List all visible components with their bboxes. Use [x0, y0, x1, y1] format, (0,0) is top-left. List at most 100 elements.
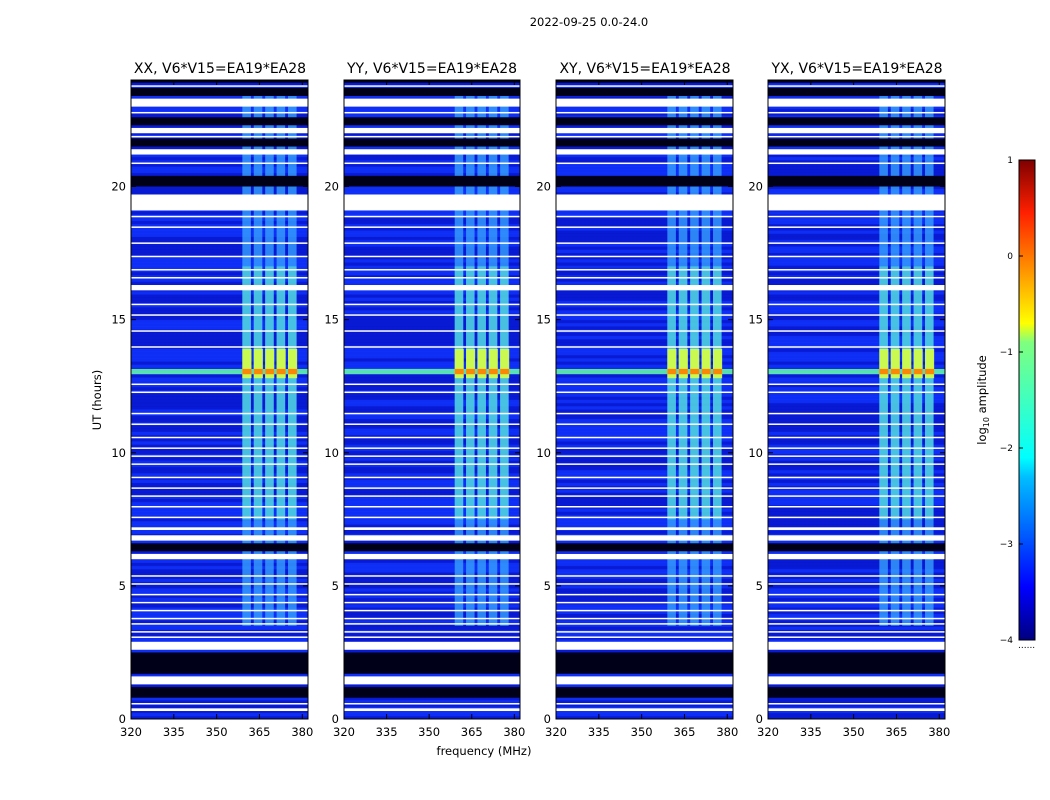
noise-row [131, 294, 308, 298]
noise-row [131, 185, 308, 190]
noise-row [344, 210, 520, 215]
noise-row [131, 674, 308, 678]
noise-row [344, 712, 520, 717]
noise-row [344, 441, 520, 445]
noise-row [768, 498, 945, 503]
noise-row [768, 236, 945, 241]
noise-row [768, 457, 945, 461]
noise-row [131, 265, 308, 270]
noise-row [768, 278, 945, 282]
noise-row [556, 220, 733, 225]
noise-row [344, 562, 520, 567]
noise-row [131, 706, 308, 710]
axes-frame-xx [130, 79, 309, 720]
noise-row [131, 479, 308, 484]
noise-row [131, 466, 308, 471]
noise-row [556, 492, 733, 496]
flag-line [768, 601, 945, 604]
x-tick-label: 350 [206, 725, 228, 739]
bright-emission [276, 348, 286, 379]
noise-row [344, 115, 520, 119]
noise-row [131, 588, 308, 592]
bright-emission [253, 348, 263, 379]
noise-row [131, 217, 308, 222]
noise-row [768, 575, 945, 579]
noise-row [768, 262, 945, 266]
noise-row [556, 108, 733, 113]
noise-row [556, 169, 733, 174]
noise-row [131, 594, 308, 599]
noise-row [344, 626, 520, 631]
y-tick-label: 20 [324, 180, 339, 194]
noise-row [768, 159, 945, 164]
flagged-dark [556, 138, 733, 147]
flag-line [768, 135, 945, 138]
peak-emission [253, 368, 263, 375]
noise-row [556, 466, 733, 471]
noise-row [768, 463, 945, 468]
noise-row [344, 603, 520, 608]
noise-row [131, 169, 308, 174]
noise-row [556, 166, 733, 170]
noise-row [768, 488, 945, 493]
peak-emission [925, 368, 935, 375]
noise-row [344, 463, 520, 468]
flag-line [556, 162, 733, 165]
x-tick-label: 380 [928, 725, 950, 739]
flag-line [556, 623, 733, 625]
flag-line [768, 383, 945, 386]
flag-line [344, 346, 520, 348]
noise-row [344, 402, 520, 407]
noise-row [131, 402, 308, 407]
flag-line [131, 423, 308, 425]
flagged-white [344, 194, 520, 211]
figure-title: 2022-09-25 0.0-24.0 [530, 15, 649, 29]
rfi-line [344, 368, 520, 375]
peak-emission [902, 368, 912, 375]
noise-row [131, 699, 308, 704]
noise-row [131, 572, 308, 576]
flag-line [556, 135, 733, 138]
noise-row [344, 607, 520, 611]
flag-line [768, 703, 945, 705]
noise-row [131, 709, 308, 714]
noise-row [556, 501, 733, 506]
noise-row [768, 648, 945, 653]
noise-row [768, 492, 945, 496]
noise-row [131, 354, 308, 359]
noise-row [344, 380, 520, 385]
noise-row [131, 188, 308, 193]
noise-row [131, 163, 308, 167]
flag-line [768, 162, 945, 165]
noise-row [131, 498, 308, 503]
noise-row [344, 166, 520, 170]
noise-row [768, 520, 945, 525]
noise-row [556, 447, 733, 452]
noise-row [768, 163, 945, 167]
noise-row [768, 450, 945, 455]
flag-line [556, 111, 733, 114]
colorbar-label-suffix: amplitude [975, 355, 989, 417]
noise-row [344, 341, 520, 346]
noise-row [768, 226, 945, 231]
noise-row [344, 226, 520, 231]
flag-line [768, 583, 945, 585]
flag-line [344, 703, 520, 705]
noise-row [556, 364, 733, 369]
noise-row [768, 565, 945, 570]
noise-row [768, 351, 945, 356]
noise-row [344, 351, 520, 356]
noise-row [556, 255, 733, 260]
noise-row [768, 524, 945, 528]
x-tick-label: 365 [461, 725, 483, 739]
flag-line [131, 601, 308, 604]
x-tick-label: 365 [673, 725, 695, 739]
flagged-white [344, 149, 520, 155]
x-ticks-yy: 320 335 350 365 380 [333, 80, 525, 739]
x-tick-label: 365 [885, 725, 907, 739]
noise-row [131, 610, 308, 615]
y-tick-label: 15 [324, 313, 339, 327]
noise-row [556, 450, 733, 455]
flag-line [131, 487, 308, 489]
